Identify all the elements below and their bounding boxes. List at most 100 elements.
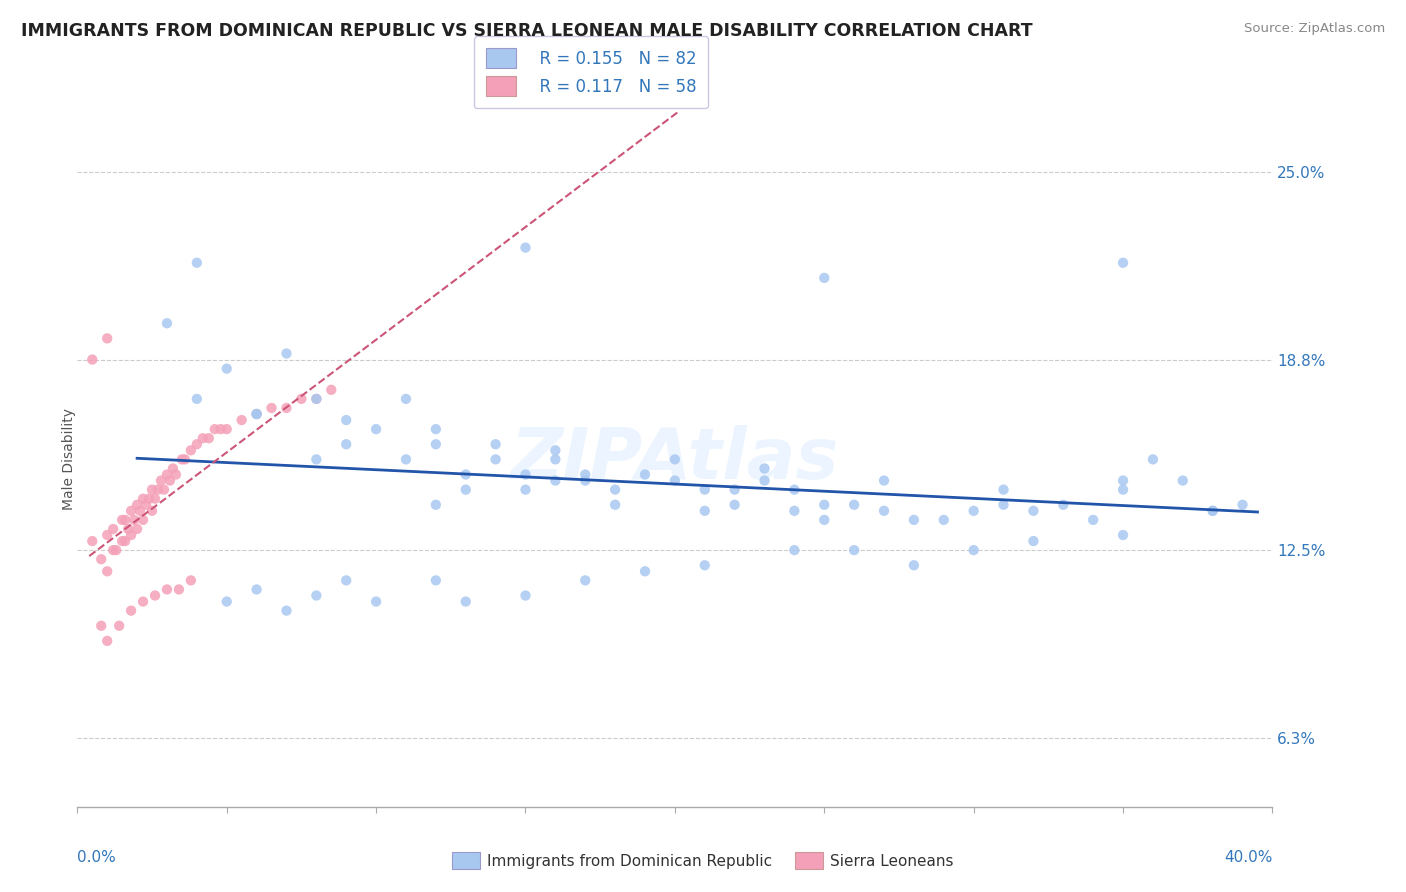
Point: [120, 528, 142, 542]
Point: [111, 534, 134, 549]
Point: [159, 474, 181, 488]
Point: [114, 534, 136, 549]
Point: [664, 452, 686, 467]
Point: [454, 467, 477, 482]
Point: [515, 241, 537, 255]
Point: [1083, 513, 1105, 527]
Point: [215, 361, 238, 376]
Point: [425, 422, 447, 436]
Text: 40.0%: 40.0%: [1225, 849, 1272, 864]
Point: [156, 316, 179, 330]
Point: [167, 582, 190, 597]
Point: [485, 437, 508, 451]
Point: [305, 392, 328, 406]
Point: [1112, 474, 1135, 488]
Point: [574, 474, 596, 488]
Point: [146, 483, 169, 497]
Point: [605, 498, 627, 512]
Point: [693, 504, 716, 518]
Point: [321, 383, 343, 397]
Point: [932, 513, 955, 527]
Point: [96, 528, 118, 542]
Point: [544, 474, 567, 488]
Point: [260, 401, 283, 415]
Point: [105, 543, 128, 558]
Point: [574, 574, 596, 588]
Point: [813, 513, 835, 527]
Point: [132, 594, 155, 608]
Point: [454, 594, 477, 608]
Point: [117, 522, 139, 536]
Point: [395, 392, 418, 406]
Point: [754, 474, 776, 488]
Point: [693, 558, 716, 573]
Point: [903, 513, 925, 527]
Point: [209, 422, 232, 436]
Point: [395, 452, 418, 467]
Legend:   R = 0.155   N = 82,   R = 0.117   N = 58: R = 0.155 N = 82, R = 0.117 N = 58: [474, 37, 709, 108]
Point: [170, 452, 193, 467]
Point: [231, 413, 253, 427]
Point: [108, 619, 131, 633]
Point: [153, 483, 176, 497]
Point: [993, 483, 1015, 497]
Point: [1112, 528, 1135, 542]
Point: [143, 589, 166, 603]
Point: [1202, 504, 1225, 518]
Point: [111, 513, 134, 527]
Point: [215, 422, 238, 436]
Point: [664, 474, 686, 488]
Point: [276, 346, 298, 360]
Text: IMMIGRANTS FROM DOMINICAN REPUBLIC VS SIERRA LEONEAN MALE DISABILITY CORRELATION: IMMIGRANTS FROM DOMINICAN REPUBLIC VS SI…: [21, 22, 1033, 40]
Point: [634, 564, 657, 578]
Point: [844, 498, 866, 512]
Point: [1202, 504, 1225, 518]
Point: [783, 504, 806, 518]
Point: [276, 604, 298, 618]
Point: [515, 589, 537, 603]
Point: [783, 543, 806, 558]
Point: [724, 498, 747, 512]
Point: [122, 513, 145, 527]
Point: [963, 504, 986, 518]
Point: [485, 452, 508, 467]
Point: [82, 534, 104, 549]
Point: [1232, 498, 1254, 512]
Point: [425, 437, 447, 451]
Point: [138, 491, 160, 506]
Point: [305, 452, 328, 467]
Point: [335, 574, 357, 588]
Point: [129, 504, 152, 518]
Point: [425, 574, 447, 588]
Point: [186, 256, 208, 270]
Point: [783, 483, 806, 497]
Point: [1142, 452, 1164, 467]
Text: 0.0%: 0.0%: [77, 849, 117, 864]
Point: [197, 431, 219, 445]
Point: [156, 467, 179, 482]
Point: [132, 491, 155, 506]
Point: [180, 443, 202, 458]
Point: [174, 452, 197, 467]
Point: [150, 474, 173, 488]
Point: [127, 522, 149, 536]
Point: [1171, 474, 1194, 488]
Point: [135, 498, 157, 512]
Point: [141, 483, 163, 497]
Point: [515, 467, 537, 482]
Point: [544, 443, 567, 458]
Point: [132, 513, 155, 527]
Point: [127, 498, 149, 512]
Point: [156, 582, 179, 597]
Point: [103, 543, 124, 558]
Point: [903, 558, 925, 573]
Point: [634, 467, 657, 482]
Y-axis label: Male Disability: Male Disability: [62, 409, 76, 510]
Point: [246, 407, 269, 421]
Point: [141, 504, 163, 518]
Point: [305, 392, 328, 406]
Point: [454, 483, 477, 497]
Point: [120, 504, 142, 518]
Point: [515, 483, 537, 497]
Text: ZIPAtlas: ZIPAtlas: [510, 425, 839, 494]
